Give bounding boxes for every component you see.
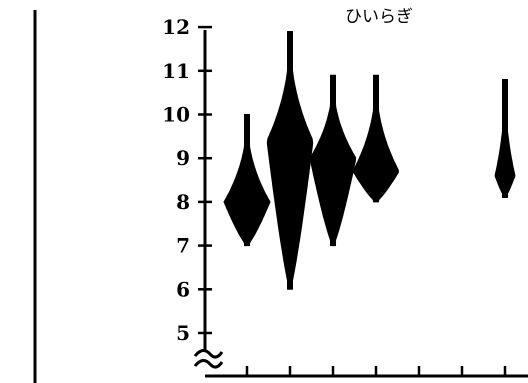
axis-break-mark xyxy=(193,349,224,369)
violin-7 xyxy=(494,79,516,198)
y-tick-label: 5 xyxy=(176,321,190,345)
y-tick-label: 10 xyxy=(162,103,190,127)
violin-2 xyxy=(266,31,314,290)
violin-shapes xyxy=(223,31,516,290)
y-axis-ticks: 5 6 7 8 9 10 11 12 xyxy=(162,15,212,345)
y-tick-label: 7 xyxy=(176,234,190,258)
chart-title: ひいらぎ xyxy=(345,7,413,27)
y-tick-label: 12 xyxy=(162,15,190,39)
x-axis-ticks xyxy=(245,366,507,376)
violin-1 xyxy=(223,114,271,247)
y-tick-label: 6 xyxy=(176,277,190,301)
y-tick-label: 11 xyxy=(162,59,190,83)
y-tick-label: 8 xyxy=(176,190,190,214)
violin-3 xyxy=(309,74,357,247)
y-tick-label: 9 xyxy=(176,146,190,170)
violin-4 xyxy=(353,74,399,203)
